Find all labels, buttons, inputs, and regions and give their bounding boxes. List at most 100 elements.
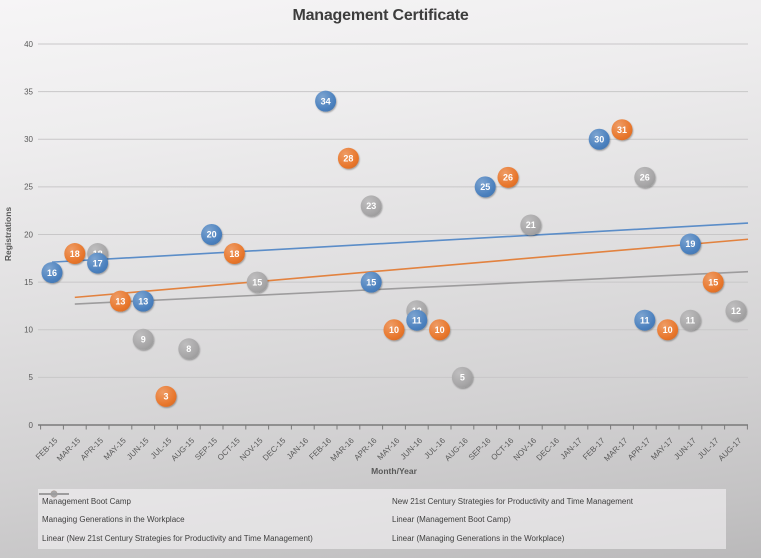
- y-tick-label: 25: [24, 183, 33, 192]
- y-tick-label: 0: [29, 421, 34, 430]
- data-point-value: 25: [480, 182, 490, 192]
- legend-label: Linear (Management Boot Camp): [392, 515, 511, 525]
- data-point-bubble[interactable]: [201, 224, 223, 245]
- data-point[interactable]: 11: [406, 309, 428, 331]
- legend-item-5[interactable]: Linear (New 21st Century Strategies for …: [39, 493, 392, 543]
- data-point-bubble[interactable]: [497, 166, 519, 188]
- trendline-3[interactable]: [74, 270, 749, 305]
- data-point-value: 19: [685, 239, 695, 249]
- data-point[interactable]: 28: [337, 147, 359, 169]
- x-tick-label: MAR-16: [329, 436, 356, 463]
- data-point-bubble[interactable]: [41, 262, 63, 284]
- data-point-value: 26: [640, 173, 650, 183]
- data-point[interactable]: 11: [634, 309, 656, 331]
- legend-item-2[interactable]: New 21st Century Strategies for Producti…: [39, 490, 726, 506]
- data-point[interactable]: 9: [132, 328, 154, 350]
- data-point[interactable]: 10: [383, 319, 405, 341]
- legend-item-1[interactable]: Management Boot Camp: [39, 490, 392, 506]
- data-point-bubble[interactable]: [360, 195, 382, 217]
- x-tick-label: JUN-15: [125, 436, 151, 462]
- data-point[interactable]: 10: [657, 319, 679, 341]
- data-point-bubble[interactable]: [520, 214, 542, 236]
- data-point[interactable]: 10: [429, 319, 451, 341]
- plot-area: 1898152312521261112161713203415112530111…: [3, 40, 749, 476]
- data-point-bubble[interactable]: [178, 338, 200, 360]
- data-point-bubble[interactable]: [223, 243, 245, 265]
- data-point[interactable]: 23: [360, 195, 382, 217]
- data-point[interactable]: 15: [246, 271, 268, 293]
- data-point-bubble[interactable]: [132, 290, 154, 312]
- x-tick-label: AUG-17: [717, 436, 744, 463]
- data-point[interactable]: 12: [725, 300, 747, 322]
- x-axis-title: Month/Year: [371, 466, 418, 476]
- data-point-bubble[interactable]: [406, 309, 428, 331]
- data-point[interactable]: 30: [588, 128, 610, 150]
- data-point-bubble[interactable]: [64, 243, 86, 265]
- data-point-bubble[interactable]: [246, 271, 268, 293]
- data-point[interactable]: 3: [155, 385, 177, 407]
- trendline-2[interactable]: [74, 238, 749, 299]
- x-tick-label: MAY-17: [649, 436, 675, 462]
- data-point-bubble[interactable]: [315, 90, 337, 112]
- data-point-bubble[interactable]: [679, 233, 701, 255]
- data-point[interactable]: 8: [178, 338, 200, 360]
- x-tick-label: SEP-16: [467, 436, 493, 462]
- data-point[interactable]: 13: [132, 290, 154, 312]
- x-tick-label: JUN-17: [672, 436, 698, 462]
- data-point-bubble[interactable]: [337, 147, 359, 169]
- data-point[interactable]: 17: [87, 252, 109, 274]
- data-point[interactable]: 15: [702, 271, 724, 293]
- data-point-bubble[interactable]: [634, 309, 656, 331]
- data-point-bubble[interactable]: [87, 252, 109, 274]
- legend-item-3[interactable]: Managing Generations in the Workplace: [39, 490, 392, 524]
- data-point[interactable]: 20: [201, 224, 223, 245]
- y-tick-label: 5: [29, 373, 34, 382]
- data-point-value: 16: [47, 268, 57, 278]
- legend-item-6[interactable]: Linear (Managing Generations in the Work…: [39, 493, 726, 543]
- data-point-bubble[interactable]: [725, 300, 747, 322]
- data-point[interactable]: 25: [474, 176, 496, 198]
- data-point[interactable]: 18: [223, 243, 245, 265]
- data-point[interactable]: 5: [451, 366, 473, 388]
- data-point-value: 3: [163, 392, 168, 402]
- legend-label: Linear (Managing Generations in the Work…: [392, 533, 565, 543]
- data-point-bubble[interactable]: [429, 319, 451, 341]
- data-point-value: 23: [366, 201, 376, 211]
- data-point[interactable]: 16: [41, 262, 63, 284]
- trendline-layer: [51, 222, 749, 305]
- data-point[interactable]: 26: [497, 166, 519, 188]
- data-point-bubble[interactable]: [155, 385, 177, 407]
- data-point-bubble[interactable]: [702, 271, 724, 293]
- data-point-value: 13: [138, 296, 148, 306]
- data-point[interactable]: 34: [315, 90, 337, 112]
- data-point-value: 17: [93, 258, 103, 268]
- data-point-bubble[interactable]: [611, 119, 633, 141]
- data-point[interactable]: 19: [679, 233, 701, 255]
- data-point-bubble[interactable]: [132, 328, 154, 350]
- data-point-value: 26: [503, 173, 513, 183]
- x-tick-label: APR-17: [626, 436, 653, 463]
- data-point[interactable]: 13: [109, 290, 131, 312]
- data-point-bubble[interactable]: [634, 166, 656, 188]
- data-point-bubble[interactable]: [451, 366, 473, 388]
- data-point-bubble[interactable]: [679, 309, 701, 331]
- data-point-bubble[interactable]: [657, 319, 679, 341]
- data-point-bubble[interactable]: [474, 176, 496, 198]
- data-point[interactable]: 18: [64, 243, 86, 265]
- data-point-value: 21: [526, 220, 536, 230]
- data-point-bubble[interactable]: [588, 128, 610, 150]
- trendline-1[interactable]: [51, 222, 749, 263]
- data-point[interactable]: 21: [520, 214, 542, 236]
- data-point-bubble[interactable]: [360, 271, 382, 293]
- data-point[interactable]: 11: [679, 309, 701, 331]
- data-point[interactable]: 26: [634, 166, 656, 188]
- data-point[interactable]: 15: [360, 271, 382, 293]
- data-point-value: 11: [686, 315, 696, 325]
- y-tick-label: 20: [24, 230, 33, 239]
- data-point-bubble[interactable]: [383, 319, 405, 341]
- data-point-bubble[interactable]: [109, 290, 131, 312]
- data-point[interactable]: 31: [611, 119, 633, 141]
- legend-item-4[interactable]: Linear (Management Boot Camp): [39, 493, 726, 525]
- x-tick-label: APR-16: [352, 436, 379, 463]
